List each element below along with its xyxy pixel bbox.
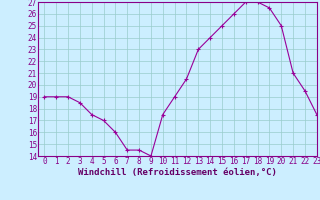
- X-axis label: Windchill (Refroidissement éolien,°C): Windchill (Refroidissement éolien,°C): [78, 168, 277, 177]
